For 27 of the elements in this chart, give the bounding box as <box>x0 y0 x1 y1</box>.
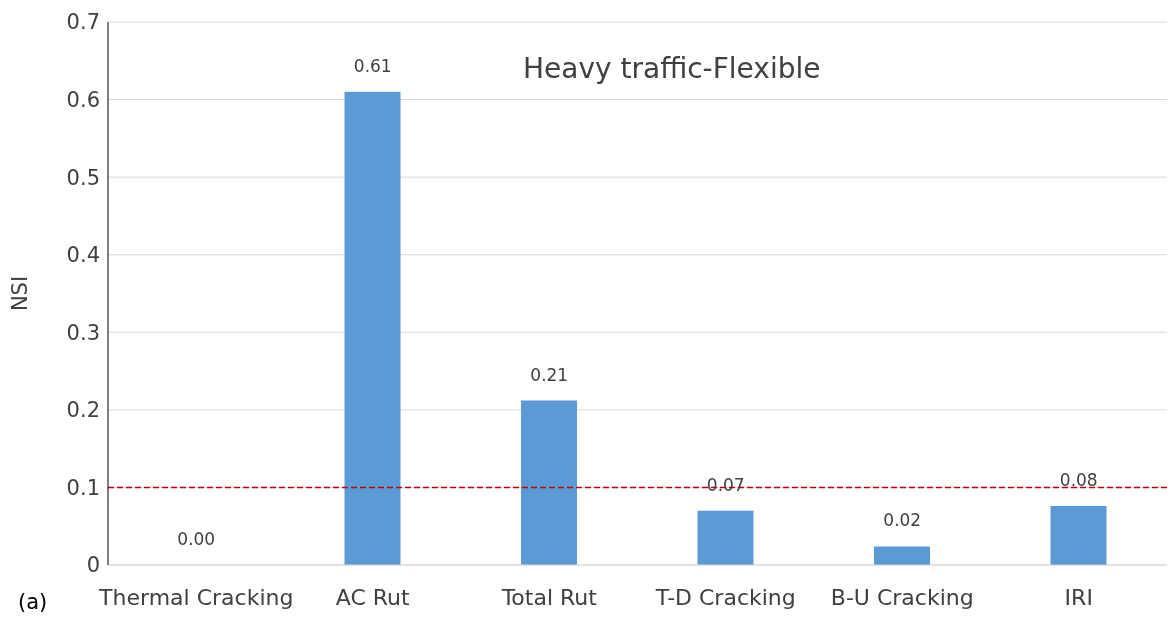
x-tick-label: B-U Cracking <box>830 584 974 610</box>
x-tick-label: IRI <box>1064 584 1093 610</box>
y-tick-label: 0.3 <box>66 320 100 345</box>
y-tick-label: 0.1 <box>66 475 100 500</box>
y-tick-label: 0.4 <box>66 243 100 268</box>
data-label: 0.02 <box>883 510 922 531</box>
data-label: 0.00 <box>177 529 216 549</box>
bar <box>874 546 931 565</box>
text: Heavy traffic-Flexible <box>523 52 821 85</box>
bar <box>521 400 578 565</box>
data-label: 0.21 <box>530 364 569 385</box>
x-tick-label: Total Rut <box>500 584 598 610</box>
x-tick-label: AC Rut <box>335 584 411 610</box>
y-tick-label: 0.6 <box>66 88 100 113</box>
data-label: 0.08 <box>1059 470 1098 491</box>
x-tick-label: T-D Cracking <box>654 584 796 610</box>
text: (a) <box>18 590 48 614</box>
bar <box>697 510 754 565</box>
data-label: 0.61 <box>353 55 392 76</box>
y-tick-label: 0 <box>86 553 100 578</box>
bar <box>1050 506 1107 565</box>
bar <box>344 91 401 565</box>
y-axis-title: NSI <box>8 275 33 312</box>
y-tick-label: 0.5 <box>66 165 100 190</box>
x-tick-label: Thermal Cracking <box>98 584 294 610</box>
y-tick-label: 0.2 <box>66 398 100 423</box>
y-tick-label: 0.7 <box>66 10 100 35</box>
